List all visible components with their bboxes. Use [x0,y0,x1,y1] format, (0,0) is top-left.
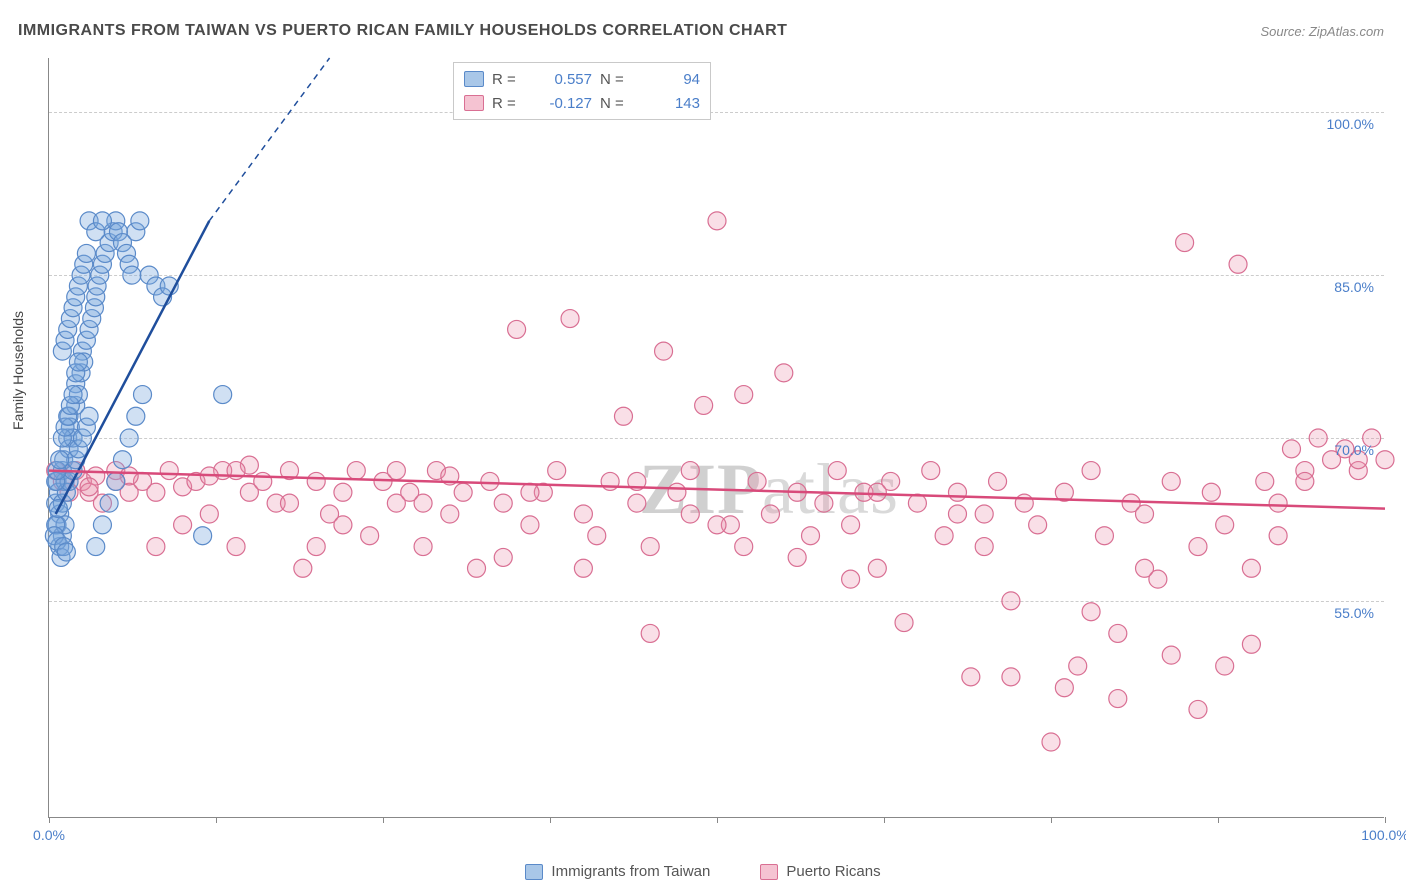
legend-row-taiwan: R = 0.557 N = 94 [464,67,700,91]
y-axis-label: Family Households [10,311,26,430]
legend-item-puerto-rican: Puerto Ricans [760,863,880,880]
plot-area: ZIPatlas 55.0%70.0%85.0%100.0% 0.0%100.0… [48,58,1384,818]
correlation-legend: R = 0.557 N = 94 R = -0.127 N = 143 [453,62,711,120]
source-attribution: Source: ZipAtlas.com [1260,24,1384,39]
legend-row-puerto-rican: R = -0.127 N = 143 [464,91,700,115]
series-legend: Immigrants from Taiwan Puerto Ricans [0,863,1406,880]
r-value-puerto-rican: -0.127 [530,95,592,112]
swatch-puerto-rican [464,95,484,111]
n-value-taiwan: 94 [638,71,700,88]
n-value-puerto-rican: 143 [638,95,700,112]
swatch-puerto-rican-icon [760,864,778,880]
scatter-layer [49,58,1384,817]
swatch-taiwan-icon [525,864,543,880]
legend-item-taiwan: Immigrants from Taiwan [525,863,710,880]
chart-container: IMMIGRANTS FROM TAIWAN VS PUERTO RICAN F… [0,0,1406,892]
r-value-taiwan: 0.557 [530,71,592,88]
swatch-taiwan [464,71,484,87]
chart-title: IMMIGRANTS FROM TAIWAN VS PUERTO RICAN F… [18,22,787,40]
